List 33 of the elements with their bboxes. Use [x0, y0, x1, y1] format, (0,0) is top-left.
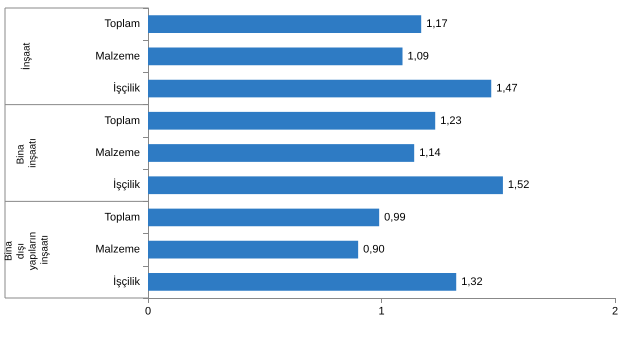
bar — [148, 80, 492, 98]
bar — [148, 240, 358, 259]
data-label: 1,32 — [461, 276, 483, 288]
bar — [148, 208, 380, 226]
data-label: 1,47 — [496, 82, 518, 95]
x-tick-label: 2 — [612, 306, 618, 318]
data-label: 1,09 — [408, 50, 429, 62]
bar — [148, 273, 456, 291]
y-tick-label: Toplam — [104, 211, 140, 224]
data-label: 1,17 — [426, 18, 448, 30]
y-tick-label: İşçilik — [113, 82, 140, 95]
y-tick-label: İşçilik — [113, 178, 140, 192]
text: İnşaat — [20, 42, 32, 70]
data-label: 0,99 — [384, 211, 406, 224]
y-tick-label: Malzeme — [95, 50, 140, 62]
y-tick-label: Malzeme — [95, 147, 140, 159]
y-tick-label: Malzeme — [95, 244, 140, 256]
x-tick-label: 1 — [378, 306, 385, 318]
bar — [148, 47, 403, 66]
text: Bina dışı yapıların inşaatı — [4, 229, 50, 270]
y-tick-label: Toplam — [104, 18, 140, 30]
data-label: 1,14 — [419, 147, 441, 159]
data-label: 0,90 — [363, 244, 385, 256]
bar — [148, 144, 414, 162]
bar — [148, 112, 436, 130]
y-tick-label: Toplam — [104, 114, 140, 127]
bar — [148, 176, 503, 194]
x-tick-label: 0 — [144, 306, 152, 318]
y-tick-label: İşçilik — [113, 274, 140, 288]
data-label: 1,52 — [508, 179, 530, 192]
data-label: 1,23 — [440, 114, 462, 127]
bar — [148, 15, 422, 33]
text: Bina inşaatı — [16, 138, 38, 168]
